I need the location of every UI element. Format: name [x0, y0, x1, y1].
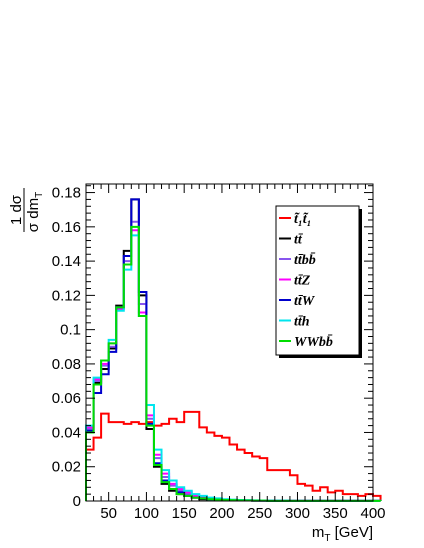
y-tick-label-3: 0.06: [52, 390, 81, 407]
legend-label-3: tt̄Z: [294, 274, 311, 289]
x-axis-title-unit: [GeV]: [330, 524, 373, 541]
y-tick-label-2: 0.04: [52, 424, 81, 441]
x-tick-label-200: 200: [209, 505, 234, 522]
x-tick-label-150: 150: [172, 505, 197, 522]
legend-label-6: WWbb̄: [294, 334, 333, 350]
series-line-0: [85, 410, 382, 501]
x-tick-label-300: 300: [285, 505, 310, 522]
x-axis-title-main: m: [312, 524, 325, 541]
y-axis-title-denominator: σ dmT: [25, 192, 45, 232]
legend-entries: t̃₁t̃₁ tt̄ tt̄bb̄ tt̄Z tt̄W tt̄h WWbb̄: [279, 211, 333, 350]
y-axis-title: 1 dσ σ dmT: [8, 188, 45, 232]
y-tick-label-7: 0.14: [52, 253, 81, 270]
legend-label-2: tt̄bb̄: [294, 252, 316, 268]
x-tick-label-100: 100: [134, 505, 159, 522]
tick-labels: 50 100 150 200 250 300 350 400 0 0.02 0.04 0.06 0.08…: [52, 185, 386, 522]
y-axis-title-denominator-main: σ dm: [25, 198, 42, 232]
y-tick-label-6: 0.12: [52, 287, 81, 304]
legend-label-5: tt̄h: [294, 315, 310, 330]
x-tick-label-350: 350: [323, 505, 348, 522]
x-axis-title: mT [GeV]: [312, 524, 373, 544]
axis-ticks: [85, 184, 374, 502]
legend-label-1: tt̄: [294, 233, 304, 248]
legend-label-4: tt̄W: [294, 294, 316, 309]
x-tick-label-50: 50: [100, 505, 117, 522]
x-tick-label-250: 250: [247, 505, 272, 522]
x-tick-label-400: 400: [360, 505, 385, 522]
y-tick-label-5: 0.1: [60, 322, 81, 339]
x-axis-title-sub: T: [324, 533, 330, 544]
y-tick-label-1: 0.02: [52, 459, 81, 476]
y-axis-title-denominator-sub: T: [34, 192, 45, 198]
y-axis-title-numerator: 1 dσ: [8, 194, 25, 225]
y-tick-label-4: 0.08: [52, 356, 81, 373]
legend: t̃₁t̃₁ tt̄ tt̄bb̄ tt̄Z tt̄W tt̄h WWbb̄: [275, 205, 362, 358]
legend-label-0: t̃₁t̃₁: [294, 211, 312, 227]
y-tick-label-9: 0.18: [52, 185, 81, 202]
y-tick-label-0: 0: [73, 493, 81, 510]
y-tick-label-8: 0.16: [52, 219, 81, 236]
